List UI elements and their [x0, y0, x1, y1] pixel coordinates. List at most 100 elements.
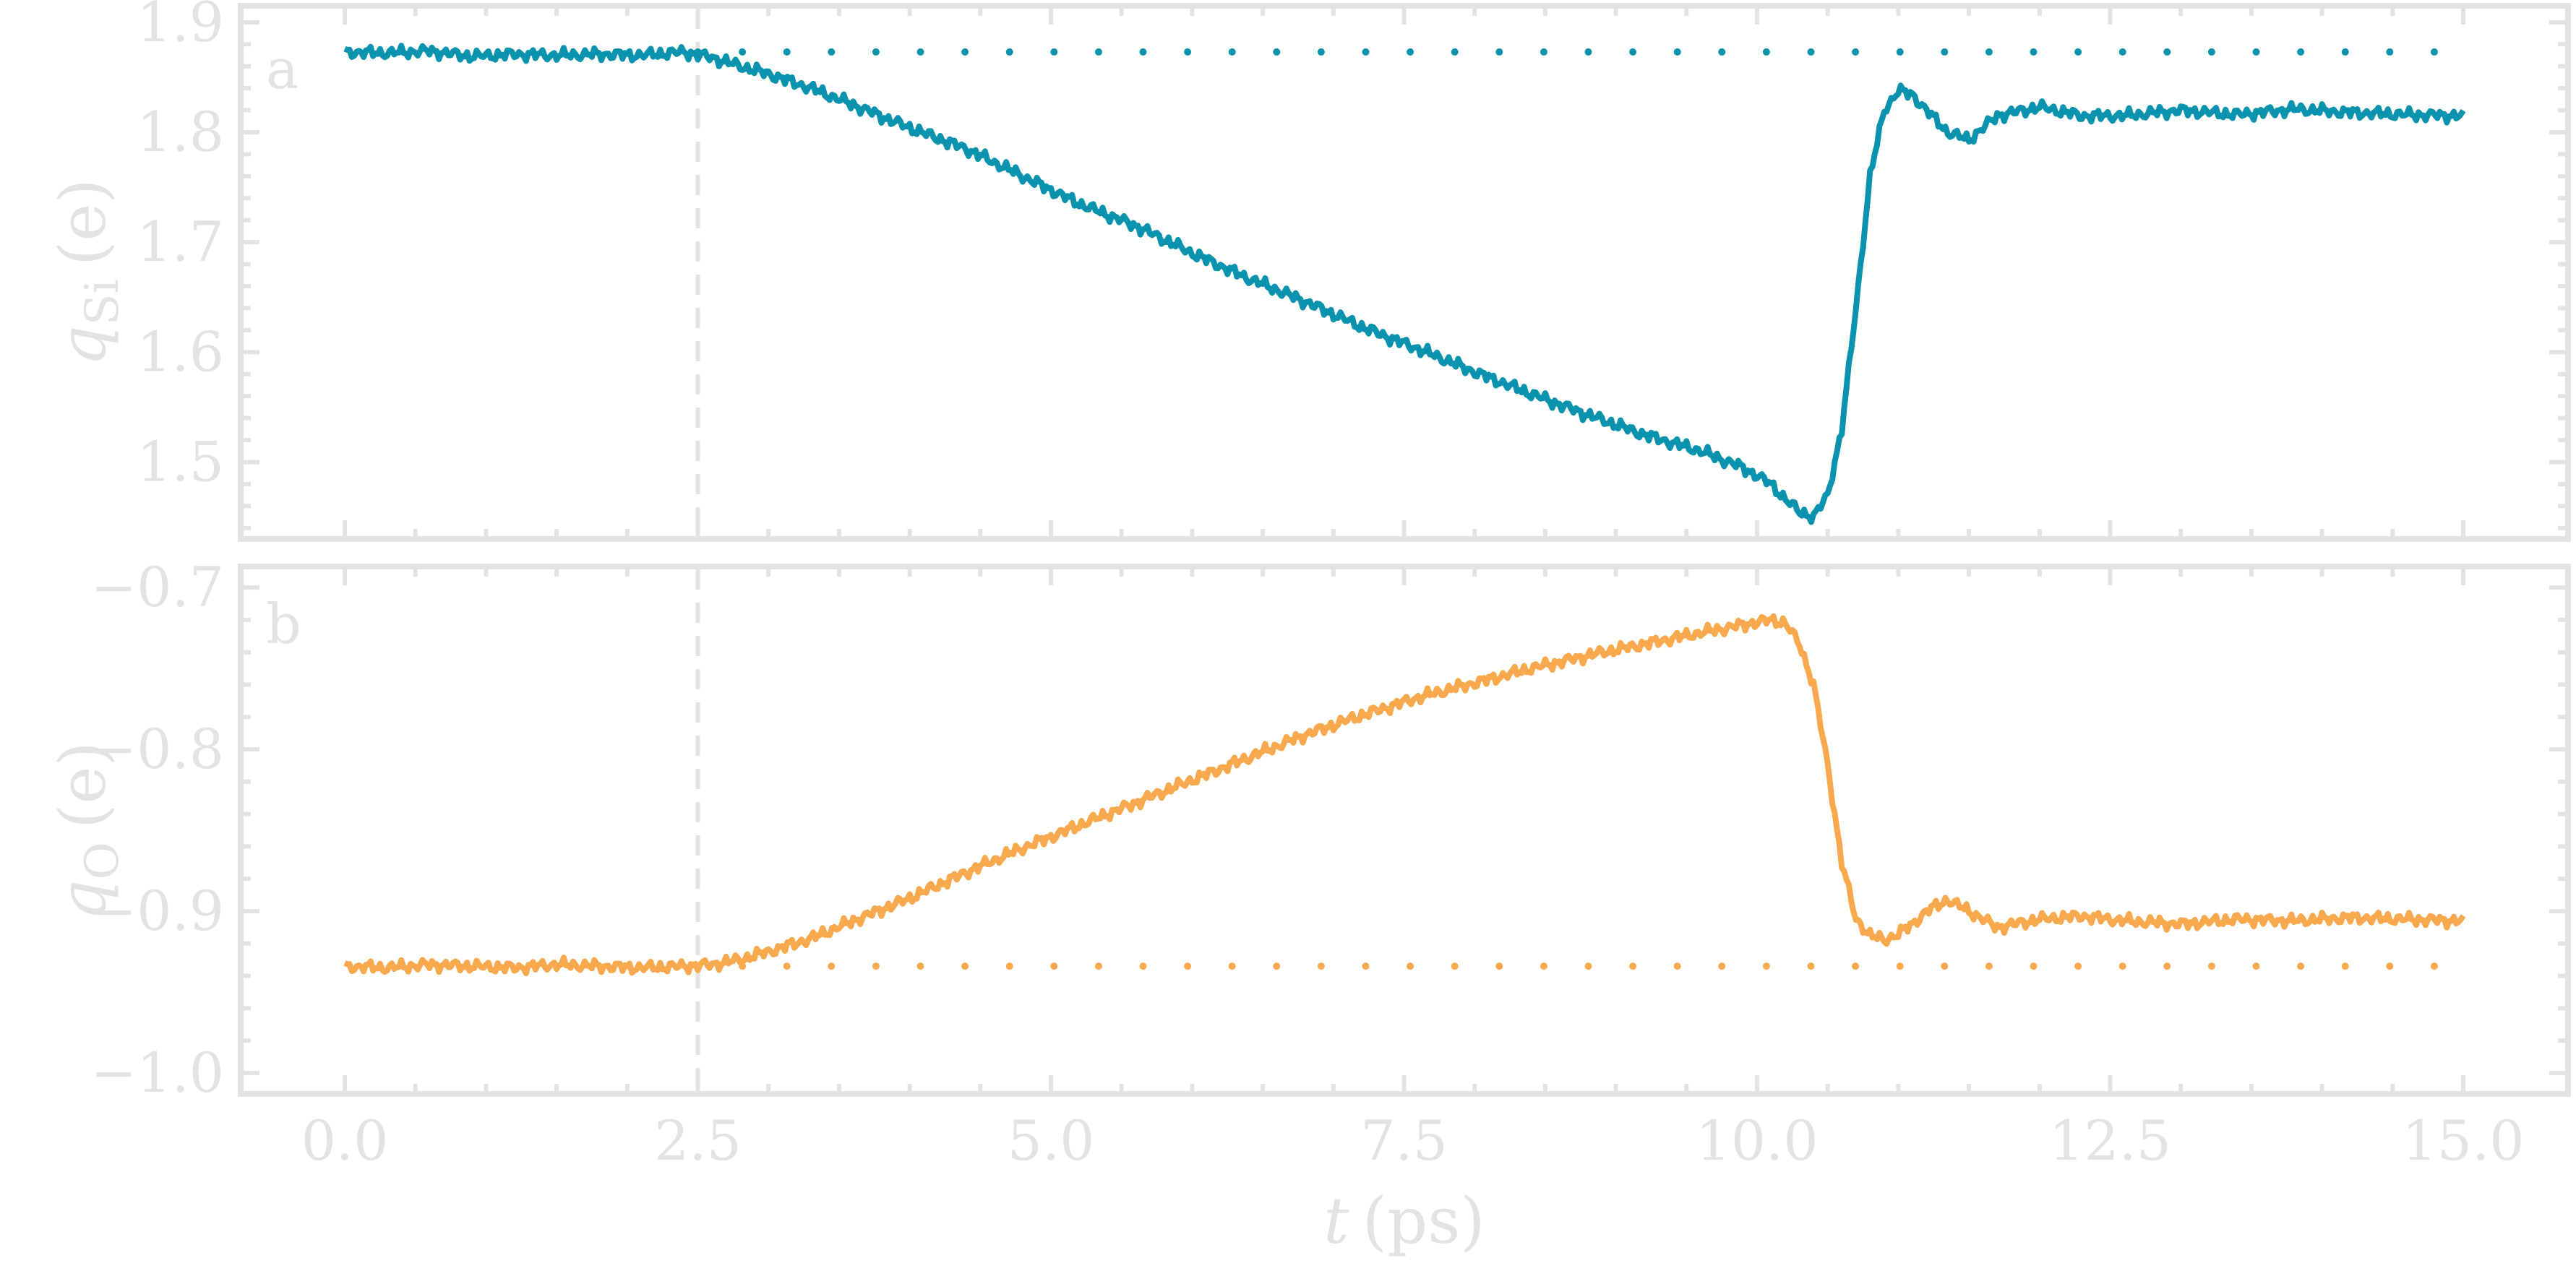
reference-dot — [2118, 48, 2126, 56]
panel-b-ylabel-unit: (e) — [46, 741, 120, 829]
reference-dot — [2297, 962, 2305, 970]
reference-dot — [1451, 962, 1459, 970]
panel-b: b −1.0 −0.9 −0.8 −0.7 qO (e) — [46, 555, 2571, 1105]
reference-dot — [828, 48, 836, 56]
reference-dot — [1941, 48, 1949, 56]
reference-dot — [2030, 962, 2038, 970]
reference-dot — [1629, 962, 1637, 970]
panel-b-ylabel-subscript: O — [76, 842, 129, 879]
reference-dot — [2118, 962, 2126, 970]
reference-dot — [2430, 962, 2438, 970]
y-tick-label: −1.0 — [90, 1041, 224, 1105]
reference-dot — [1273, 962, 1281, 970]
reference-dot — [1495, 48, 1503, 56]
panel-a-ylabel: qSi (e) — [46, 178, 129, 366]
reference-dot — [1407, 962, 1414, 970]
reference-dot — [1629, 48, 1637, 56]
x-tick-label: 2.5 — [654, 1108, 742, 1173]
reference-dot — [739, 48, 747, 56]
reference-dot — [1584, 962, 1592, 970]
reference-dot — [1228, 48, 1236, 56]
reference-dot — [2386, 962, 2394, 970]
y-tick-label: 1.7 — [137, 210, 224, 274]
panel-b-ticks — [241, 566, 2568, 1094]
reference-dot — [828, 962, 836, 970]
x-tick-label: 12.5 — [2049, 1108, 2171, 1173]
reference-dot — [2341, 48, 2349, 56]
reference-dot — [1718, 48, 1726, 56]
reference-dot — [2386, 48, 2394, 56]
reference-dot — [1985, 962, 1993, 970]
x-axis-label-symbol: t — [1323, 1184, 1349, 1258]
reference-dot — [2207, 48, 2215, 56]
reference-dot — [2297, 48, 2305, 56]
reference-dot — [1941, 962, 1949, 970]
reference-dot — [872, 48, 880, 56]
y-tick-label: −0.8 — [90, 717, 224, 781]
reference-dot — [1317, 962, 1325, 970]
reference-dot — [2252, 48, 2260, 56]
x-axis-label-unit: (ps) — [1362, 1184, 1485, 1258]
reference-dot — [1896, 48, 1904, 56]
reference-dot — [1050, 962, 1058, 970]
panel-a-ylabel-symbol: q — [46, 325, 120, 366]
panel-b-ylabel: qO (e) — [46, 741, 129, 921]
x-tick-label: 15.0 — [2402, 1108, 2524, 1173]
panel-a: a 1.5 1.6 1.7 1.8 1.9 qSi (e) — [46, 0, 2571, 542]
reference-dot — [2074, 962, 2082, 970]
x-tick-label: 7.5 — [1360, 1108, 1448, 1173]
reference-dot — [1094, 48, 1102, 56]
reference-dot — [1184, 962, 1192, 970]
reference-dot — [2341, 962, 2349, 970]
y-tick-label: 1.6 — [137, 319, 224, 384]
x-tick-label: 0.0 — [301, 1108, 389, 1173]
reference-dot — [1139, 962, 1147, 970]
reference-dot — [1762, 48, 1770, 56]
reference-dot — [1139, 48, 1147, 56]
reference-dot — [1317, 48, 1325, 56]
panel-a-ylabel-subscript: Si — [76, 279, 129, 325]
panel-b-reference-dots — [694, 962, 2438, 970]
reference-dot — [1985, 48, 1993, 56]
reference-dot — [1673, 962, 1681, 970]
reference-dot — [1184, 48, 1192, 56]
reference-dot — [2163, 48, 2171, 56]
x-tick-label: 10.0 — [1696, 1108, 1818, 1173]
reference-dot — [961, 48, 969, 56]
reference-dot — [1762, 962, 1770, 970]
panel-a-series-line — [343, 43, 2466, 525]
reference-dot — [872, 962, 880, 970]
panel-b-y-tick-labels: −1.0 −0.9 −0.8 −0.7 — [90, 555, 224, 1105]
reference-dot — [1852, 962, 1860, 970]
y-tick-label: −0.7 — [90, 555, 224, 619]
panel-b-letter: b — [266, 592, 301, 656]
reference-dot — [1451, 48, 1459, 56]
reference-dot — [1407, 48, 1414, 56]
reference-dot — [1540, 48, 1547, 56]
reference-dot — [1050, 48, 1058, 56]
x-axis-label: t (ps) — [1323, 1184, 1485, 1258]
reference-dot — [1273, 48, 1281, 56]
reference-dot — [1718, 962, 1726, 970]
reference-dot — [1852, 48, 1860, 56]
reference-dot — [783, 48, 791, 56]
reference-dot — [1807, 48, 1815, 56]
reference-dot — [1584, 48, 1592, 56]
panel-a-ticks — [241, 6, 2568, 539]
reference-dot — [1094, 962, 1102, 970]
panel-a-y-tick-labels: 1.5 1.6 1.7 1.8 1.9 — [137, 0, 224, 494]
reference-dot — [783, 962, 791, 970]
reference-dot — [1807, 962, 1815, 970]
reference-dot — [916, 48, 924, 56]
panel-a-reference-dots — [694, 48, 2438, 56]
y-tick-label: 1.8 — [137, 100, 224, 164]
panel-a-frame — [238, 3, 2571, 542]
reference-dot — [2207, 962, 2215, 970]
x-tick-labels: 0.0 2.5 5.0 7.5 10.0 12.5 15.0 — [301, 1108, 2525, 1173]
reference-dot — [2430, 48, 2438, 56]
y-tick-label: 1.9 — [137, 0, 224, 54]
reference-dot — [1362, 962, 1370, 970]
x-tick-label: 5.0 — [1008, 1108, 1095, 1173]
reference-dot — [1495, 962, 1503, 970]
